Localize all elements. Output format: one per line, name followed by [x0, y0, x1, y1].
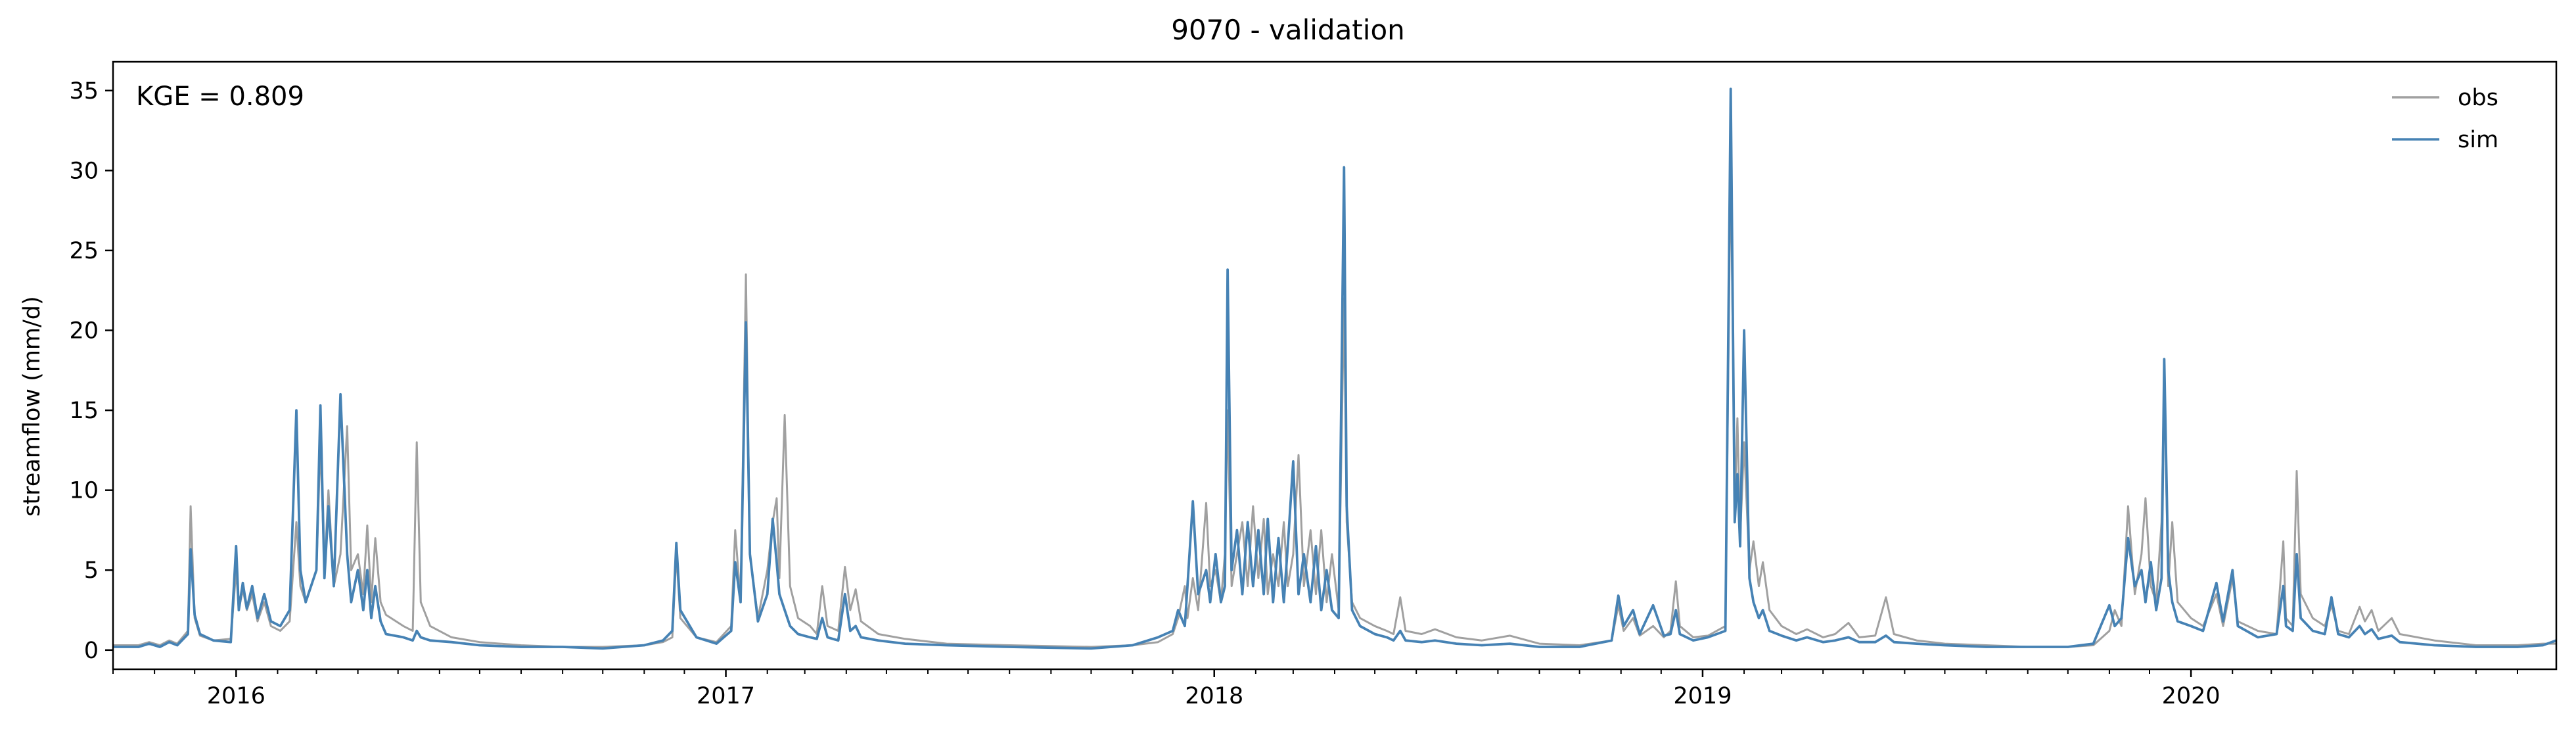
y-tick-label: 0	[84, 638, 99, 664]
y-tick-label: 35	[69, 78, 99, 105]
kge-annotation: KGE = 0.809	[136, 82, 304, 112]
x-tick-label: 2018	[1185, 683, 1243, 709]
series-line-obs	[113, 153, 2556, 648]
chart-title: 9070 - validation	[1171, 14, 1405, 46]
legend-sim-label: sim	[2458, 127, 2498, 153]
y-tick-label: 25	[69, 238, 99, 264]
x-tick-label: 2016	[207, 683, 265, 709]
y-tick-label: 15	[69, 398, 99, 424]
y-axis-ticks: 0 5 10 15 20 25 30 35	[69, 78, 113, 664]
x-axis-ticks: 2016 2017 2018 2019 2020	[112, 669, 2518, 709]
y-tick-label: 20	[69, 318, 99, 344]
legend: obs sim	[2392, 85, 2498, 153]
x-tick-label: 2019	[1673, 683, 1732, 709]
y-axis-label: streamflow (mm/d)	[19, 296, 45, 516]
series-line-sim	[113, 87, 2556, 650]
y-tick-label: 30	[69, 158, 99, 184]
y-tick-label: 5	[84, 557, 99, 584]
x-tick-label: 2017	[697, 683, 755, 709]
y-tick-label: 10	[69, 478, 99, 504]
plot-frame	[112, 60, 2558, 671]
x-tick-label: 2020	[2162, 683, 2220, 709]
legend-obs-label: obs	[2458, 85, 2498, 111]
series-layer	[113, 87, 2556, 650]
